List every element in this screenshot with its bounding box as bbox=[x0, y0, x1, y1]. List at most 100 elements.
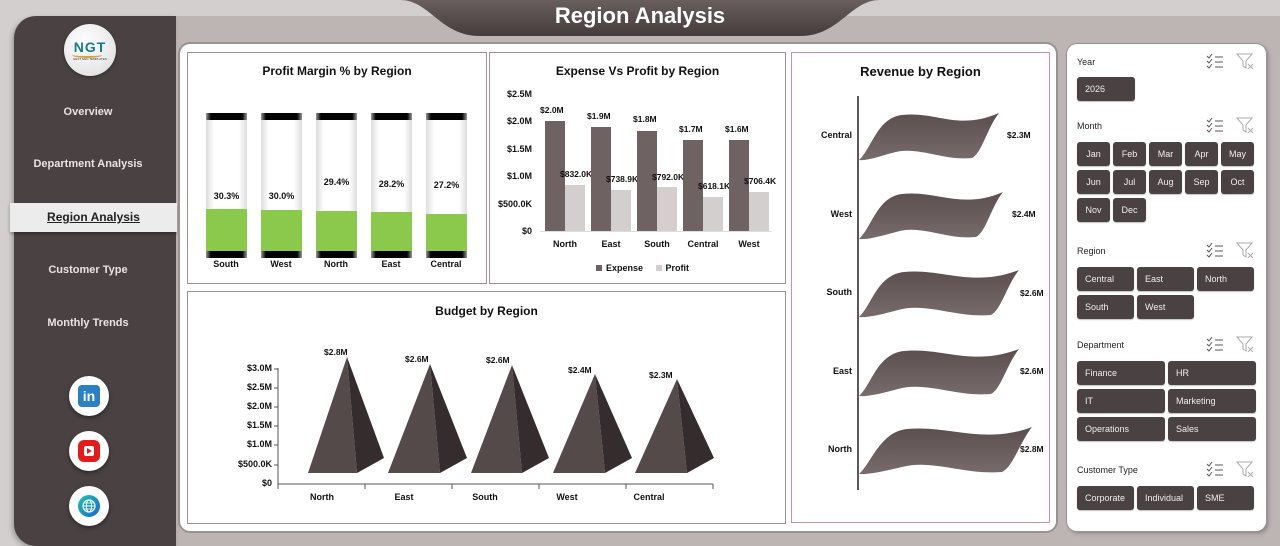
sidebar-item-overview[interactable]: Overview bbox=[63, 106, 113, 118]
slicer-region-south[interactable]: South bbox=[1077, 295, 1134, 319]
category-label: North bbox=[324, 259, 348, 269]
slicer-department-hr[interactable]: HR bbox=[1168, 361, 1256, 385]
expense-vs-profit-chart: Expense Vs Profit by Region $2.5M $2.0M … bbox=[489, 52, 786, 284]
value-label: $2.8M bbox=[324, 347, 348, 357]
clear-filter-icon[interactable] bbox=[1236, 336, 1254, 352]
slicer-month-feb[interactable]: Feb bbox=[1113, 142, 1146, 166]
bar-expense-central bbox=[683, 140, 703, 231]
logo-subtext: NEXT GEN TEMPLATES bbox=[73, 57, 107, 61]
youtube-button[interactable] bbox=[69, 431, 109, 471]
slicer-customer-individual[interactable]: Individual bbox=[1137, 486, 1194, 510]
multi-select-icon[interactable] bbox=[1206, 117, 1224, 133]
category-label: Central bbox=[430, 259, 462, 269]
category-label: North bbox=[553, 239, 577, 249]
slicer-title-department: Department bbox=[1077, 340, 1125, 350]
value-label: $706.4K bbox=[744, 176, 777, 186]
sidebar: NGT NEXT GEN TEMPLATES Overview Departme… bbox=[10, 16, 177, 546]
slicer-region-east[interactable]: East bbox=[1137, 267, 1194, 291]
slicer-month-jan[interactable]: Jan bbox=[1077, 142, 1110, 166]
tube-central: 27.2% bbox=[426, 113, 467, 258]
title-bar-shape bbox=[400, 0, 880, 36]
slicer-department-operations[interactable]: Operations bbox=[1077, 417, 1165, 441]
legend-swatch-profit bbox=[655, 265, 662, 271]
slicer-month-oct[interactable]: Oct bbox=[1221, 170, 1254, 194]
logo-text: NGT bbox=[73, 39, 107, 55]
category-label: North bbox=[828, 444, 852, 454]
multi-select-icon[interactable] bbox=[1206, 461, 1224, 477]
value-label: $2.0M bbox=[540, 105, 564, 115]
logo: NGT NEXT GEN TEMPLATES bbox=[64, 24, 116, 76]
title-bar: Region Analysis bbox=[400, 0, 880, 38]
sidebar-item-region-analysis[interactable]: Region Analysis bbox=[10, 203, 177, 232]
value-label: $1.8M bbox=[633, 114, 657, 124]
slicer-title-region: Region bbox=[1077, 246, 1106, 256]
value-label: $792.0K bbox=[652, 172, 685, 182]
category-label: Central bbox=[633, 492, 665, 502]
slicer-month-jun[interactable]: Jun bbox=[1077, 170, 1110, 194]
multi-select-icon[interactable] bbox=[1206, 242, 1224, 258]
chart-title: Profit Margin % by Region bbox=[262, 64, 412, 78]
y-tick: $2.5M bbox=[506, 89, 532, 99]
slicer-month-aug[interactable]: Aug bbox=[1149, 170, 1182, 194]
category-label: Central bbox=[820, 130, 852, 140]
bar-expense-south bbox=[637, 131, 657, 231]
category-label: East bbox=[381, 259, 401, 269]
slicer-title-month: Month bbox=[1077, 121, 1103, 131]
slicer-month-dec[interactable]: Dec bbox=[1113, 198, 1146, 222]
slicer-department-sales[interactable]: Sales bbox=[1168, 417, 1256, 441]
bar-profit-east bbox=[611, 190, 631, 231]
slicer-customer-corporate[interactable]: Corporate bbox=[1077, 486, 1134, 510]
category-label: South bbox=[644, 239, 670, 249]
slicer-year-2026[interactable]: 2026 bbox=[1077, 77, 1135, 101]
value-label: 29.4% bbox=[323, 177, 350, 187]
flag-plot bbox=[857, 96, 1032, 490]
slicer-region-north[interactable]: North bbox=[1197, 267, 1254, 291]
category-label: North bbox=[310, 492, 334, 502]
revenue-by-region-chart: Revenue by Region Central West South Eas… bbox=[791, 52, 1050, 523]
linkedin-button[interactable]: in bbox=[69, 376, 109, 416]
bar-profit-north bbox=[565, 185, 585, 231]
slicer-month-jul[interactable]: Jul bbox=[1113, 170, 1146, 194]
y-tick: $1.5M bbox=[246, 420, 272, 430]
multi-select-icon[interactable] bbox=[1206, 53, 1224, 69]
clear-filter-icon[interactable] bbox=[1236, 242, 1254, 258]
slicer-department-it[interactable]: IT bbox=[1077, 389, 1165, 413]
filter-panel: Year 2026 Month Jan Feb Mar Apr May Jun … bbox=[1067, 44, 1266, 531]
y-tick: $1.0M bbox=[246, 439, 272, 449]
slicer-month-sep[interactable]: Sep bbox=[1185, 170, 1218, 194]
sidebar-item-customer-type[interactable]: Customer Type bbox=[48, 264, 128, 276]
slicer-month-nov[interactable]: Nov bbox=[1077, 198, 1110, 222]
category-label: East bbox=[832, 366, 852, 376]
value-label: $618.1K bbox=[698, 181, 731, 191]
value-label: $2.3M bbox=[1007, 130, 1031, 140]
sidebar-item-department-analysis[interactable]: Department Analysis bbox=[33, 158, 143, 170]
multi-select-icon[interactable] bbox=[1206, 336, 1224, 352]
tube-east: 28.2% bbox=[371, 113, 412, 258]
category-label: West bbox=[556, 492, 578, 502]
slicer-department-finance[interactable]: Finance bbox=[1077, 361, 1165, 385]
slicer-region-west[interactable]: West bbox=[1137, 295, 1194, 319]
clear-filter-icon[interactable] bbox=[1236, 461, 1254, 477]
category-label: East bbox=[601, 239, 621, 249]
slicer-month-mar[interactable]: Mar bbox=[1149, 142, 1182, 166]
sidebar-item-label: Region Analysis bbox=[47, 210, 140, 224]
sidebar-item-monthly-trends[interactable]: Monthly Trends bbox=[47, 317, 129, 329]
slicer-month-apr[interactable]: Apr bbox=[1185, 142, 1218, 166]
clear-filter-icon[interactable] bbox=[1236, 117, 1254, 133]
y-tick: $0 bbox=[521, 226, 532, 236]
y-tick: $500.0K bbox=[497, 199, 532, 209]
slicer-customer-sme[interactable]: SME bbox=[1197, 486, 1254, 510]
clear-filter-icon[interactable] bbox=[1236, 53, 1254, 69]
bar-expense-east bbox=[591, 127, 611, 231]
slicer-department-marketing[interactable]: Marketing bbox=[1168, 389, 1256, 413]
y-tick: $0 bbox=[261, 478, 272, 488]
slicer-title-year: Year bbox=[1077, 57, 1096, 67]
value-label: $2.6M bbox=[1020, 288, 1044, 298]
category-label: South bbox=[472, 492, 498, 502]
slicer-month-may[interactable]: May bbox=[1221, 142, 1254, 166]
website-button[interactable] bbox=[69, 486, 109, 526]
bar-profit-west bbox=[749, 192, 769, 231]
slicer-region-central[interactable]: Central bbox=[1077, 267, 1134, 291]
category-label: East bbox=[394, 492, 414, 502]
value-label: $2.6M bbox=[486, 355, 510, 365]
